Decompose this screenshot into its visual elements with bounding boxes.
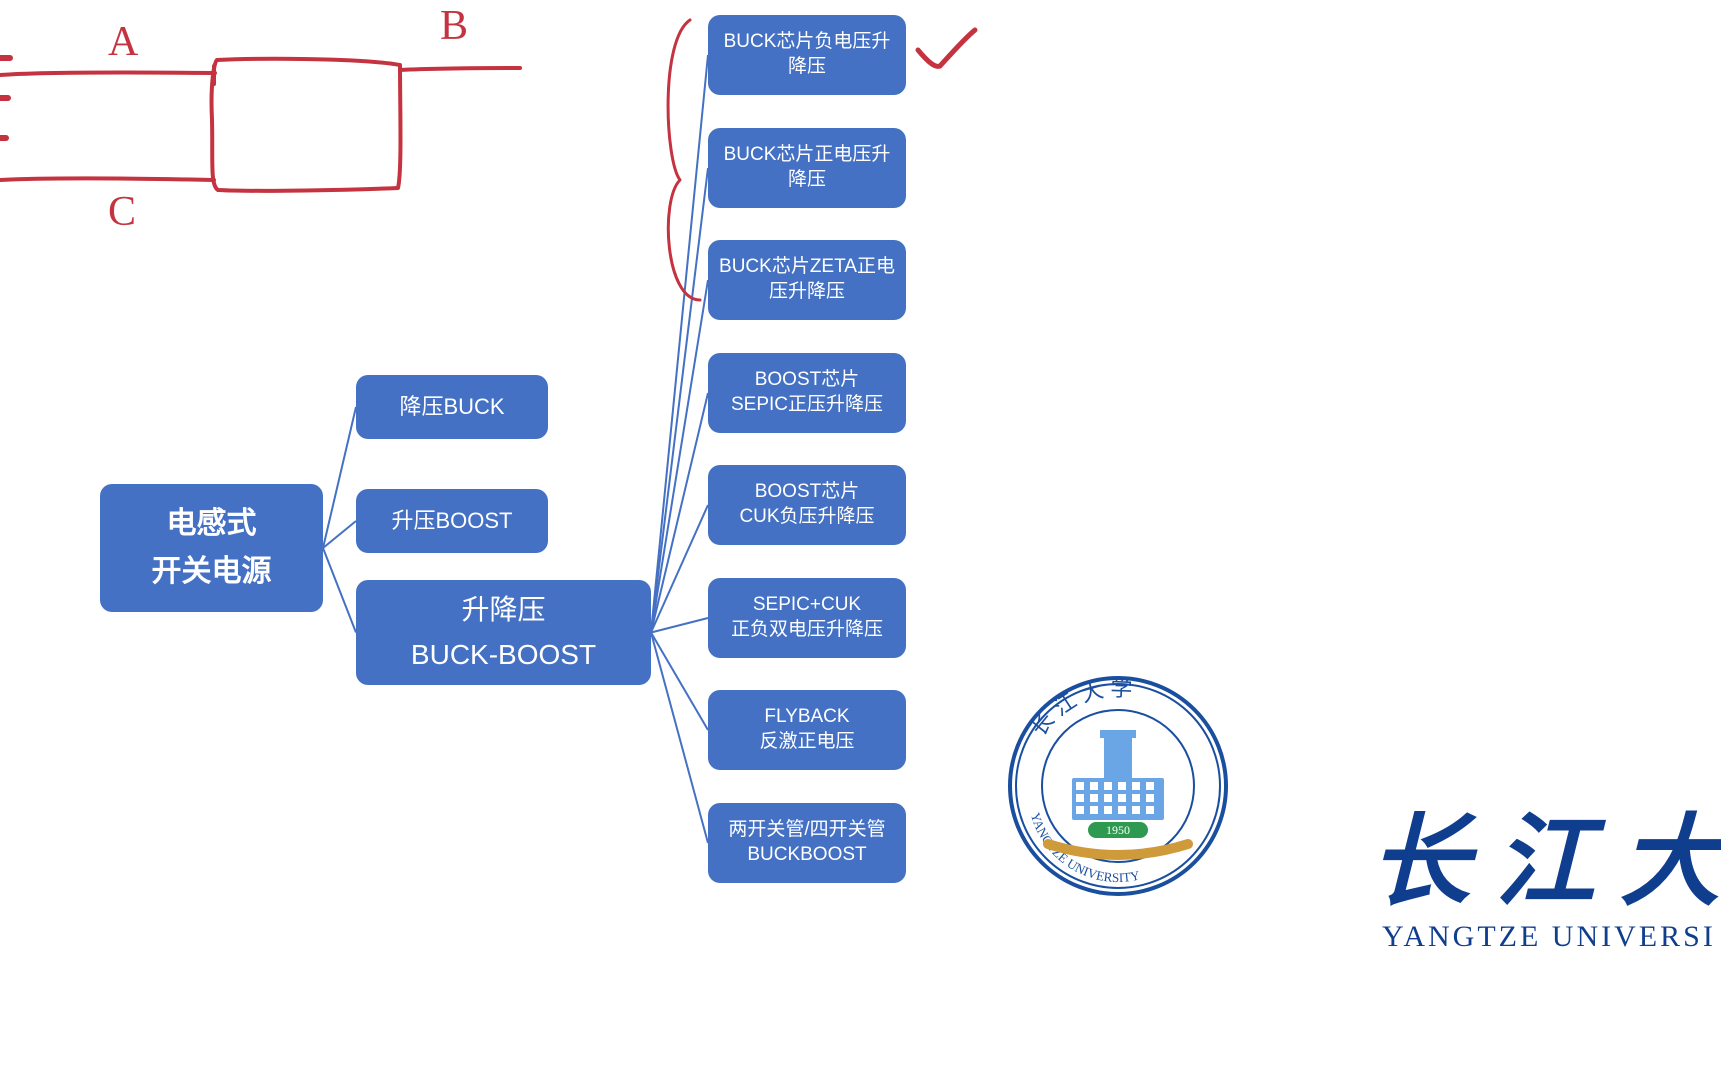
university-name-en: YANGTZE UNIVERSI [1382, 920, 1716, 954]
hand-drawn-sketch [0, 20, 700, 300]
leaf-label: 两开关管/四开关管 BUCKBOOST [728, 818, 885, 867]
root-node: 电感式 开关电源 [100, 484, 323, 612]
svg-text:长 江 大 学: 长 江 大 学 [1026, 676, 1133, 741]
leaf-label: BUCK芯片负电压升 降压 [724, 30, 891, 79]
root-line2: 开关电源 [152, 548, 272, 596]
leaf-node: BOOST芯片 SEPIC正压升降压 [708, 353, 906, 433]
leaf-label: BUCK芯片正电压升 降压 [724, 143, 891, 192]
mid-line2: BUCK-BOOST [411, 633, 596, 678]
mid-node-boost: 升压BOOST [356, 489, 548, 553]
mid-line1: 升降压 [461, 588, 545, 633]
leaf-node: FLYBACK 反激正电压 [708, 690, 906, 770]
svg-text:1950: 1950 [1106, 823, 1130, 837]
tree-edges [323, 55, 708, 843]
hand-label-b: B [440, 2, 468, 50]
mid-label: 升压BOOST [391, 507, 512, 536]
leaf-label: BOOST芯片 SEPIC正压升降压 [731, 368, 883, 417]
hand-label-a: A [108, 18, 138, 66]
leaf-node: BUCK芯片ZETA正电 压升降压 [708, 240, 906, 320]
university-logo: 长 江 大 学 YANGTZE UNIVERSITY1950 [1010, 676, 1226, 894]
leaf-label: FLYBACK 反激正电压 [759, 705, 854, 754]
leaf-node: BUCK芯片负电压升 降压 [708, 15, 906, 95]
root-line1: 电感式 [167, 500, 257, 548]
hand-label-c: C [108, 188, 136, 236]
university-name-cn: 长 江 大 [1370, 780, 1720, 925]
leaf-label: SEPIC+CUK 正负双电压升降压 [731, 593, 883, 642]
leaf-label: BOOST芯片 CUK负压升降压 [739, 480, 874, 529]
leaf-node: 两开关管/四开关管 BUCKBOOST [708, 803, 906, 883]
red-checkmark [918, 30, 975, 66]
mid-node-buck: 降压BUCK [356, 375, 548, 439]
leaf-node: BUCK芯片正电压升 降压 [708, 128, 906, 208]
leaf-label: BUCK芯片ZETA正电 压升降压 [719, 255, 895, 304]
mid-label: 降压BUCK [399, 393, 504, 422]
svg-text:YANGTZE UNIVERSITY: YANGTZE UNIVERSITY [1028, 811, 1142, 885]
leaf-node: BOOST芯片 CUK负压升降压 [708, 465, 906, 545]
mid-node-buckboost: 升降压 BUCK-BOOST [356, 580, 651, 685]
leaf-node: SEPIC+CUK 正负双电压升降压 [708, 578, 906, 658]
